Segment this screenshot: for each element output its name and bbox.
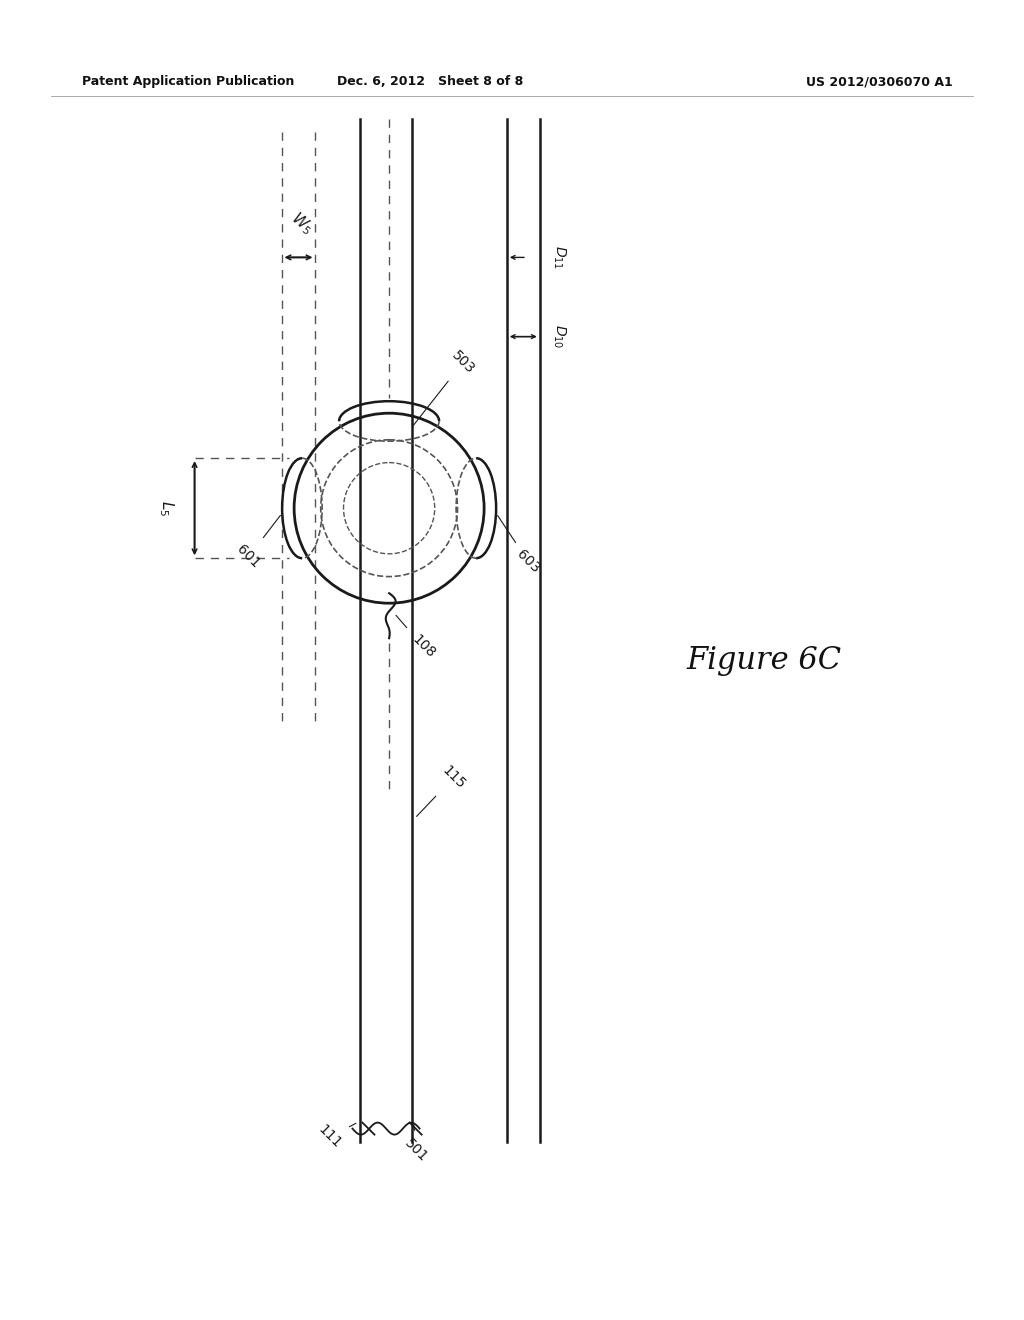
Text: $D_{10}$: $D_{10}$ — [551, 325, 567, 348]
Text: US 2012/0306070 A1: US 2012/0306070 A1 — [806, 75, 952, 88]
Text: 115: 115 — [417, 763, 468, 816]
Text: Dec. 6, 2012   Sheet 8 of 8: Dec. 6, 2012 Sheet 8 of 8 — [337, 75, 523, 88]
Text: 108: 108 — [396, 615, 437, 661]
Text: Patent Application Publication: Patent Application Publication — [82, 75, 294, 88]
Text: 111: 111 — [315, 1123, 356, 1151]
Text: 501: 501 — [401, 1125, 430, 1164]
Text: $L_5$: $L_5$ — [157, 500, 175, 516]
Text: 503: 503 — [413, 347, 477, 426]
Text: $W_5$: $W_5$ — [288, 209, 316, 238]
Text: Figure 6C: Figure 6C — [686, 644, 841, 676]
Text: $D_{11}$: $D_{11}$ — [551, 246, 567, 269]
Text: 601: 601 — [234, 515, 281, 572]
Text: 603: 603 — [498, 516, 543, 577]
